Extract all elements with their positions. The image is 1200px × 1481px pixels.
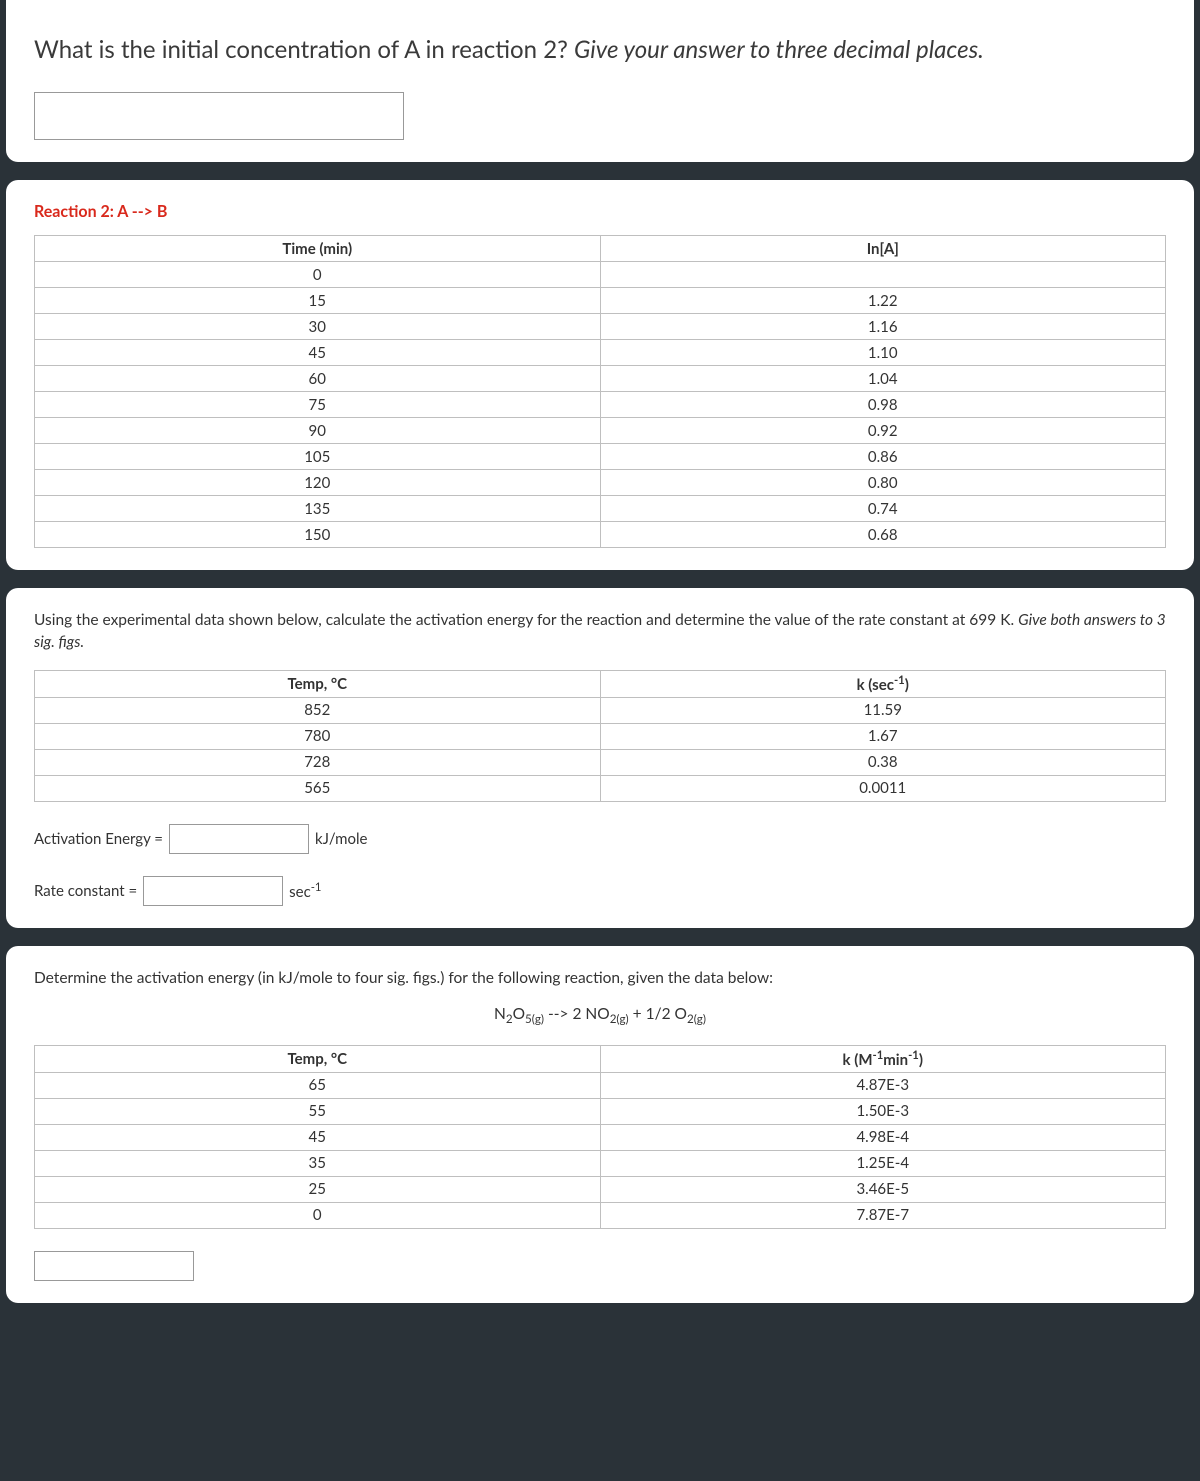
cell-time: 135 <box>35 496 601 522</box>
table-row: 780 1.67 <box>35 723 1166 749</box>
reaction2-tbody: 0 15 1.22 30 1.16 45 1.10 60 1.04 75 0.9… <box>35 262 1166 548</box>
reaction-equation: N2O5(g) --> 2 NO2(g) + 1/2 O2(g) <box>34 1005 1166 1026</box>
cell-k: 1.25E-4 <box>600 1150 1166 1176</box>
table-row: 25 3.46E-5 <box>35 1176 1166 1202</box>
table-row: 35 1.25E-4 <box>35 1150 1166 1176</box>
cell-temp: 25 <box>35 1176 601 1202</box>
activation2-answer-row <box>34 1251 1166 1281</box>
q1-plain: What is the initial concentration of A i… <box>34 35 574 64</box>
question-card-1: What is the initial concentration of A i… <box>6 0 1194 162</box>
cell-temp: 780 <box>35 723 601 749</box>
cell-temp: 0 <box>35 1202 601 1228</box>
rate-constant-row: Rate constant = sec-1 <box>34 876 1166 906</box>
table-row: 0 7.87E-7 <box>35 1202 1166 1228</box>
reaction2-table: Time (min) In[A] 0 15 1.22 30 1.16 45 1.… <box>34 235 1166 548</box>
activation2-instr: Determine the activation energy (in kJ/m… <box>34 968 1166 990</box>
cell-time: 120 <box>35 470 601 496</box>
ae-unit: kJ/mole <box>315 830 368 848</box>
cell-lnA: 1.04 <box>600 366 1166 392</box>
cell-temp: 55 <box>35 1098 601 1124</box>
cell-time: 105 <box>35 444 601 470</box>
cell-lnA: 1.16 <box>600 314 1166 340</box>
reaction2-card: Reaction 2: A --> B Time (min) In[A] 0 1… <box>6 180 1194 570</box>
cell-time: 60 <box>35 366 601 392</box>
cell-k: 4.98E-4 <box>600 1124 1166 1150</box>
table-row: 852 11.59 <box>35 697 1166 723</box>
cell-lnA: 1.10 <box>600 340 1166 366</box>
table-row: 45 4.98E-4 <box>35 1124 1166 1150</box>
activation2-table: Temp, °C k (M-1min-1) 65 4.87E-3 55 1.50… <box>34 1045 1166 1229</box>
cell-k: 1.50E-3 <box>600 1098 1166 1124</box>
cell-k: 1.67 <box>600 723 1166 749</box>
rc-label: Rate constant = <box>34 882 137 900</box>
q1-italic: Give your answer to three decimal places… <box>574 35 984 64</box>
activation1-card: Using the experimental data shown below,… <box>6 588 1194 927</box>
activation-energy-row: Activation Energy = kJ/mole <box>34 824 1166 854</box>
table-row: 75 0.98 <box>35 392 1166 418</box>
reaction2-title: Reaction 2: A --> B <box>34 202 1166 221</box>
reaction2-col1: Time (min) <box>35 236 601 262</box>
table-row: 565 0.0011 <box>35 775 1166 801</box>
ae-label: Activation Energy = <box>34 830 163 848</box>
table-row: 90 0.92 <box>35 418 1166 444</box>
cell-lnA: 0.74 <box>600 496 1166 522</box>
activation1-tbody: 852 11.59 780 1.67 728 0.38 565 0.0011 <box>35 697 1166 801</box>
cell-time: 0 <box>35 262 601 288</box>
table-row: 15 1.22 <box>35 288 1166 314</box>
activation1-table: Temp, °C k (sec-1) 852 11.59 780 1.67 72… <box>34 670 1166 802</box>
table-row: 135 0.74 <box>35 496 1166 522</box>
a1-col2: k (sec-1) <box>600 670 1166 697</box>
question-text: What is the initial concentration of A i… <box>34 34 1166 66</box>
cell-lnA: 0.68 <box>600 522 1166 548</box>
cell-lnA: 0.80 <box>600 470 1166 496</box>
cell-temp: 35 <box>35 1150 601 1176</box>
cell-k: 4.87E-3 <box>600 1072 1166 1098</box>
table-row: 0 <box>35 262 1166 288</box>
cell-temp: 45 <box>35 1124 601 1150</box>
cell-lnA: 0.86 <box>600 444 1166 470</box>
table-row: 150 0.68 <box>35 522 1166 548</box>
activation1-instr: Using the experimental data shown below,… <box>34 610 1166 653</box>
table-row: 30 1.16 <box>35 314 1166 340</box>
cell-k: 3.46E-5 <box>600 1176 1166 1202</box>
cell-temp: 65 <box>35 1072 601 1098</box>
table-row: 60 1.04 <box>35 366 1166 392</box>
cell-time: 75 <box>35 392 601 418</box>
cell-temp: 565 <box>35 775 601 801</box>
activation2-card: Determine the activation energy (in kJ/m… <box>6 946 1194 1303</box>
cell-lnA <box>600 262 1166 288</box>
answer-input-q1[interactable] <box>34 92 404 140</box>
cell-lnA: 0.92 <box>600 418 1166 444</box>
cell-temp: 728 <box>35 749 601 775</box>
cell-lnA: 1.22 <box>600 288 1166 314</box>
table-row: 65 4.87E-3 <box>35 1072 1166 1098</box>
rate-constant-input[interactable] <box>143 876 283 906</box>
activation2-tbody: 65 4.87E-3 55 1.50E-3 45 4.98E-4 35 1.25… <box>35 1072 1166 1228</box>
activation2-answer-input[interactable] <box>34 1251 194 1281</box>
table-row: 55 1.50E-3 <box>35 1098 1166 1124</box>
cell-temp: 852 <box>35 697 601 723</box>
cell-time: 45 <box>35 340 601 366</box>
cell-k: 0.38 <box>600 749 1166 775</box>
table-row: 120 0.80 <box>35 470 1166 496</box>
a1-plain: Using the experimental data shown below,… <box>34 611 1018 629</box>
cell-lnA: 0.98 <box>600 392 1166 418</box>
table-row: 105 0.86 <box>35 444 1166 470</box>
table-row: 45 1.10 <box>35 340 1166 366</box>
cell-k: 11.59 <box>600 697 1166 723</box>
cell-k: 7.87E-7 <box>600 1202 1166 1228</box>
cell-time: 90 <box>35 418 601 444</box>
reaction2-col2: In[A] <box>600 236 1166 262</box>
a1-col1: Temp, °C <box>35 670 601 697</box>
a2-col1: Temp, °C <box>35 1045 601 1072</box>
table-row: 728 0.38 <box>35 749 1166 775</box>
cell-time: 15 <box>35 288 601 314</box>
cell-k: 0.0011 <box>600 775 1166 801</box>
cell-time: 30 <box>35 314 601 340</box>
a2-col2: k (M-1min-1) <box>600 1045 1166 1072</box>
activation-energy-input[interactable] <box>169 824 309 854</box>
cell-time: 150 <box>35 522 601 548</box>
rc-unit: sec-1 <box>289 881 321 901</box>
